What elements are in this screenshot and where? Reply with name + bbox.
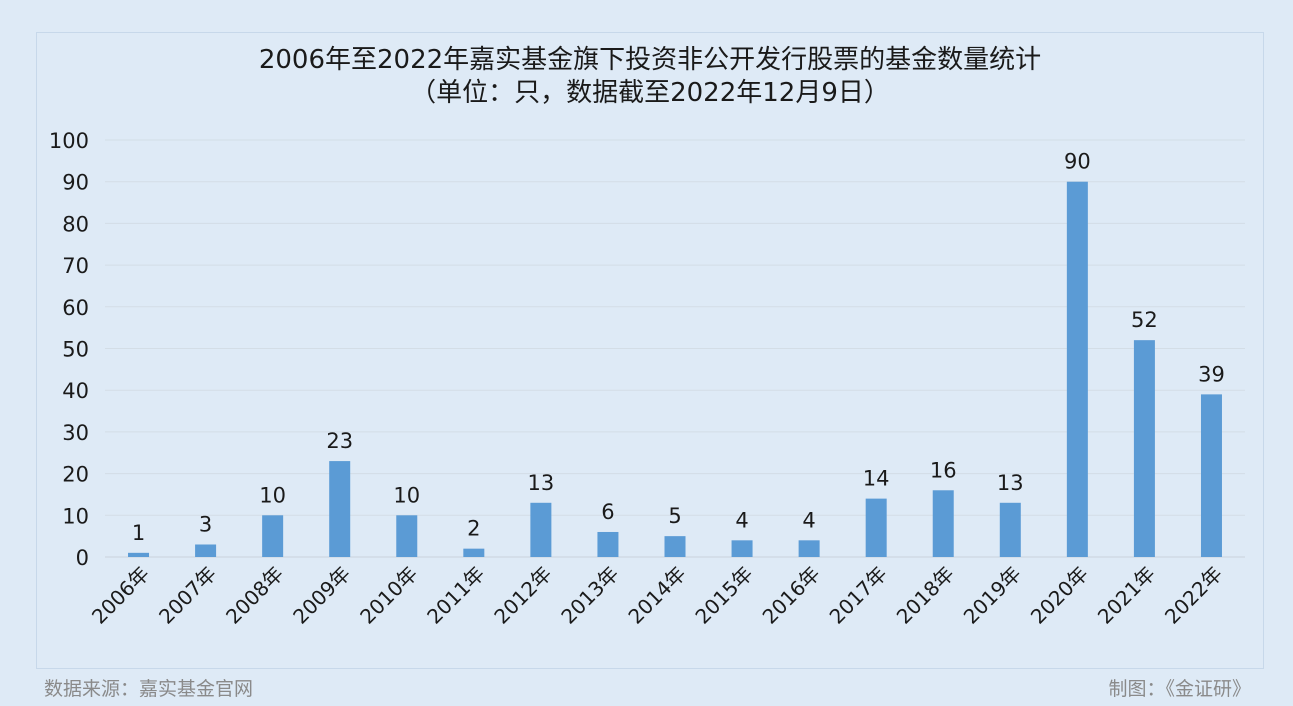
data-label: 16 bbox=[930, 458, 957, 482]
bar bbox=[128, 552, 150, 557]
data-label: 2 bbox=[467, 517, 480, 541]
x-tick-label: 2016年 bbox=[758, 562, 825, 629]
data-label: 3 bbox=[199, 512, 212, 536]
y-tick-label: 60 bbox=[62, 296, 89, 320]
bar bbox=[999, 502, 1021, 557]
x-tick-label: 2015年 bbox=[690, 562, 757, 629]
data-label: 13 bbox=[528, 471, 555, 495]
y-tick-label: 40 bbox=[62, 379, 89, 403]
data-label: 10 bbox=[393, 483, 420, 507]
bar bbox=[865, 498, 887, 557]
bar bbox=[731, 540, 753, 557]
bar bbox=[798, 540, 820, 557]
data-label: 6 bbox=[601, 500, 614, 524]
bars bbox=[128, 181, 1222, 557]
data-label: 13 bbox=[997, 471, 1024, 495]
bar bbox=[530, 502, 552, 557]
data-label: 23 bbox=[326, 429, 353, 453]
y-tick-label: 30 bbox=[62, 421, 89, 445]
x-tick-label: 2021年 bbox=[1093, 562, 1160, 629]
bar bbox=[1066, 181, 1088, 557]
x-tick-label: 2010年 bbox=[355, 562, 422, 629]
x-tick-label: 2019年 bbox=[959, 562, 1026, 629]
chart-title-block: 2006年至2022年嘉实基金旗下投资非公开发行股票的基金数量统计 （单位：只，… bbox=[36, 44, 1264, 110]
y-tick-label: 80 bbox=[62, 212, 89, 236]
data-label: 52 bbox=[1131, 308, 1158, 332]
chart-credit: 制图：《金证研》 bbox=[1108, 678, 1251, 700]
bar bbox=[463, 548, 485, 557]
x-tick-label: 2014年 bbox=[623, 562, 690, 629]
chart-subtitle: （单位：只，数据截至2022年12月9日） bbox=[410, 78, 890, 108]
bar bbox=[1133, 340, 1155, 557]
gridlines bbox=[105, 139, 1245, 558]
bar bbox=[396, 515, 418, 557]
x-tick-label: 2011年 bbox=[422, 562, 489, 629]
y-tick-label: 20 bbox=[62, 463, 89, 487]
x-tick-label: 2020年 bbox=[1026, 562, 1093, 629]
chart-panel bbox=[36, 32, 1264, 669]
x-tick-label: 2017年 bbox=[825, 562, 892, 629]
chart-title: 2006年至2022年嘉实基金旗下投资非公开发行股票的基金数量统计 bbox=[258, 45, 1042, 75]
data-label: 90 bbox=[1064, 150, 1091, 174]
data-label: 14 bbox=[863, 467, 890, 491]
x-tick-label: 2007年 bbox=[154, 562, 221, 629]
y-tick-label: 100 bbox=[49, 129, 89, 153]
x-tick-label: 2018年 bbox=[892, 562, 959, 629]
bar bbox=[932, 490, 954, 557]
x-tick-label: 2008年 bbox=[221, 562, 288, 629]
x-tick-label: 2022年 bbox=[1160, 562, 1227, 629]
y-tick-label: 50 bbox=[62, 338, 89, 362]
bar bbox=[664, 536, 686, 557]
bar bbox=[262, 515, 284, 557]
y-tick-label: 10 bbox=[62, 504, 89, 528]
x-tick-label: 2012年 bbox=[489, 562, 556, 629]
x-tick-label: 2009年 bbox=[288, 562, 355, 629]
bar bbox=[195, 544, 217, 557]
data-label: 5 bbox=[668, 504, 681, 528]
y-tick-label: 90 bbox=[62, 171, 89, 195]
data-label: 39 bbox=[1198, 362, 1225, 386]
x-tick-label: 2006年 bbox=[87, 562, 154, 629]
bar bbox=[1200, 394, 1222, 557]
data-label: 4 bbox=[735, 508, 748, 532]
x-tick-label: 2013年 bbox=[556, 562, 623, 629]
y-tick-label: 0 bbox=[76, 546, 89, 570]
x-axis-ticks: 2006年 2007年 2008年 2009年 2010年 2011年 2012年 2013年… bbox=[87, 562, 1227, 629]
y-axis-ticks: 0 10 20 30 40 50 60 70 80 90 100 bbox=[49, 129, 89, 570]
bar bbox=[597, 531, 619, 557]
bar bbox=[329, 461, 351, 557]
data-label: 10 bbox=[259, 483, 286, 507]
data-label: 1 bbox=[132, 521, 145, 545]
data-source-note: 数据来源：嘉实基金官网 bbox=[44, 678, 254, 700]
data-label: 4 bbox=[802, 508, 815, 532]
y-tick-label: 70 bbox=[62, 254, 89, 278]
